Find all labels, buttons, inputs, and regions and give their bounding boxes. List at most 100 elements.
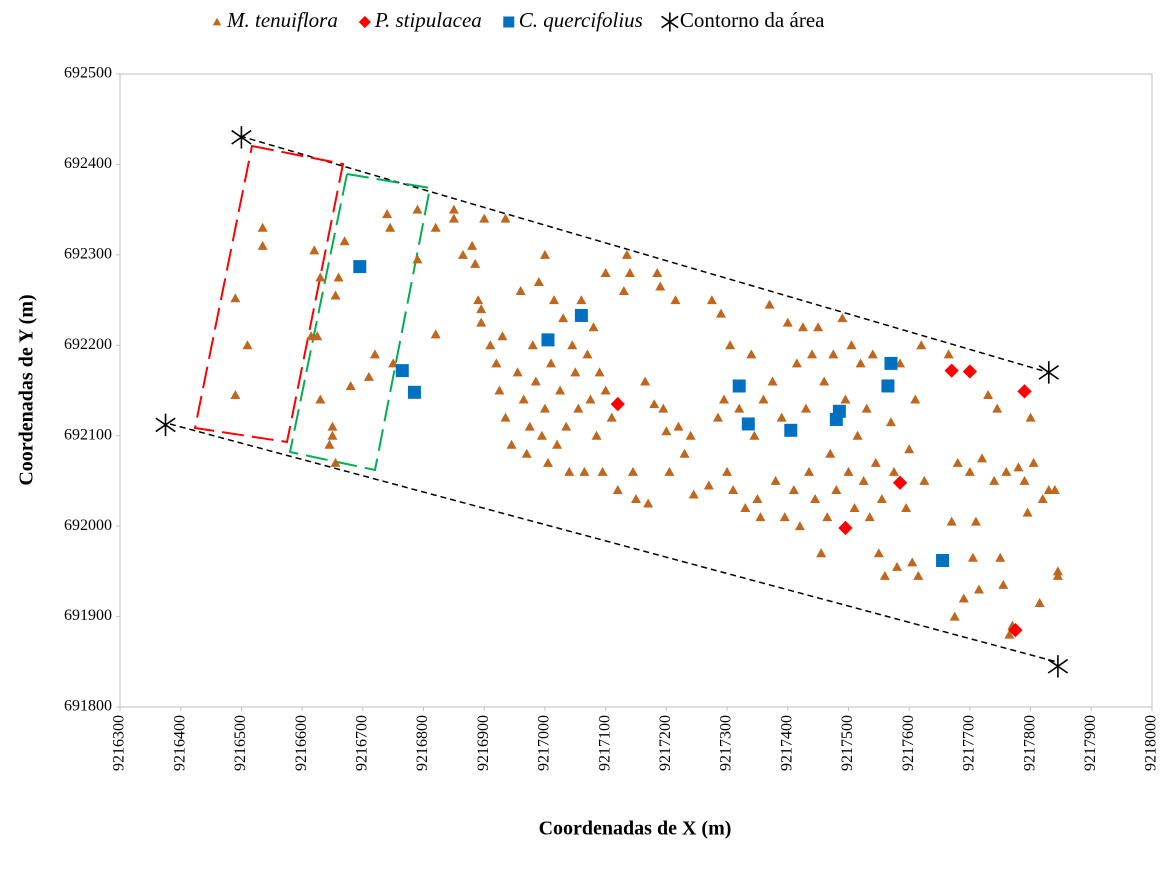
point <box>977 453 988 463</box>
point <box>770 475 781 485</box>
x-tick-label: 9217800 <box>1021 715 1038 771</box>
point <box>1034 598 1045 608</box>
point <box>655 281 666 291</box>
point <box>448 204 459 214</box>
point <box>895 358 906 368</box>
point <box>345 380 356 390</box>
y-tick-label: 691900 <box>64 607 112 624</box>
point <box>989 475 1000 485</box>
point <box>688 489 699 499</box>
point <box>594 367 605 377</box>
point <box>741 417 755 431</box>
point <box>658 403 669 413</box>
point <box>315 394 326 404</box>
point <box>412 254 423 264</box>
point <box>879 570 890 580</box>
point <box>794 521 805 531</box>
point <box>549 295 560 305</box>
point <box>892 561 903 571</box>
point <box>627 466 638 476</box>
point <box>767 376 778 386</box>
point <box>679 448 690 458</box>
legend-label: C. quercifolius <box>519 8 643 32</box>
point <box>546 358 557 368</box>
point <box>819 376 830 386</box>
point <box>746 349 757 359</box>
x-tick-label: 9218000 <box>1143 715 1160 771</box>
point <box>312 331 323 341</box>
y-tick-label: 692000 <box>64 517 112 534</box>
point <box>952 457 963 467</box>
point <box>840 394 851 404</box>
point <box>631 494 641 504</box>
point <box>973 584 984 594</box>
point <box>315 272 326 282</box>
point <box>470 258 481 268</box>
point <box>1037 494 1048 504</box>
point <box>901 503 912 513</box>
point <box>515 286 526 296</box>
y-tick-label: 692500 <box>64 65 112 82</box>
point <box>230 293 241 303</box>
point <box>892 475 908 490</box>
point <box>257 240 268 250</box>
point <box>807 349 818 359</box>
point <box>155 413 176 437</box>
point <box>685 430 696 440</box>
legend-marker <box>358 15 371 29</box>
legend-marker <box>212 17 222 26</box>
point <box>518 394 529 404</box>
point <box>673 421 684 431</box>
point <box>1004 629 1015 639</box>
point <box>539 249 550 259</box>
point <box>958 593 969 603</box>
point <box>946 516 957 526</box>
point <box>476 304 487 314</box>
point <box>858 475 869 485</box>
point <box>791 358 802 368</box>
y-tick-label: 691800 <box>64 698 112 715</box>
point <box>846 340 857 350</box>
x-tick-label: 9217300 <box>718 715 735 771</box>
point <box>1013 462 1024 472</box>
x-tick-label: 9217500 <box>839 715 856 771</box>
point <box>810 494 821 504</box>
point <box>333 272 344 282</box>
y-tick-label: 692300 <box>64 246 112 263</box>
point <box>944 363 959 378</box>
point <box>732 379 746 393</box>
point <box>725 340 736 350</box>
x-tick-label: 9216400 <box>171 715 188 771</box>
point <box>542 457 553 467</box>
point <box>564 466 575 476</box>
point <box>936 554 950 568</box>
legend-label: Contorno da área <box>680 8 825 32</box>
point <box>755 512 766 522</box>
point <box>561 421 572 431</box>
point <box>327 430 338 440</box>
point <box>591 430 602 440</box>
point <box>873 548 884 558</box>
point <box>624 267 635 277</box>
y-tick-label: 692200 <box>64 336 112 353</box>
point <box>1052 566 1063 576</box>
point <box>567 340 578 350</box>
x-tick-label: 9217100 <box>596 715 613 771</box>
point <box>703 480 714 490</box>
point <box>606 412 617 422</box>
point <box>967 552 978 562</box>
point <box>600 267 611 277</box>
plots <box>193 144 432 472</box>
point <box>476 317 487 327</box>
point <box>661 426 672 436</box>
point <box>670 295 681 305</box>
point <box>231 126 252 149</box>
point <box>889 466 899 476</box>
point <box>983 390 994 400</box>
point <box>576 295 587 305</box>
point <box>867 349 878 359</box>
point <box>964 466 975 476</box>
x-tick-label: 9217200 <box>657 715 674 771</box>
plot-area <box>119 73 1153 708</box>
